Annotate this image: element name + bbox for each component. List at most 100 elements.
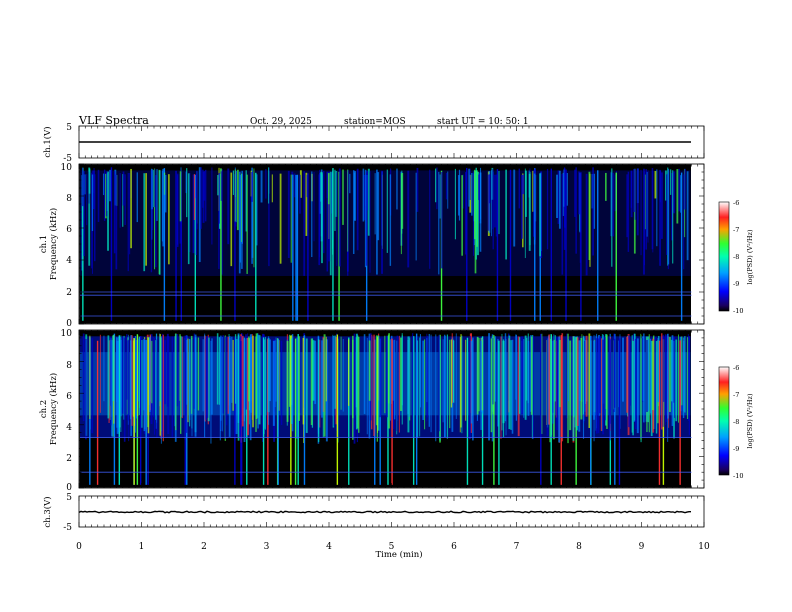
spectrogram-streak <box>660 172 663 239</box>
spectrogram-streak <box>187 338 189 423</box>
spectrogram-streak <box>585 173 588 276</box>
spectrogram-streak <box>490 338 493 433</box>
ch1-voltage-panel: 5 -5 ch.1(V) <box>42 123 705 164</box>
spectrogram-streak <box>680 336 683 406</box>
spectrogram-streak <box>303 171 306 276</box>
spectrogram-streak <box>189 172 191 253</box>
ch2-colorbar-label: log(PSD) (V²/Hz) <box>746 393 754 448</box>
spectrogram-streak <box>530 336 533 415</box>
spectrogram-streak <box>518 337 521 414</box>
spectrogram-streak <box>310 338 313 426</box>
spectrogram-streak <box>358 336 360 433</box>
spectrogram-streak <box>565 169 567 321</box>
spectrogram-streak <box>312 340 315 401</box>
spectrogram-streak <box>145 173 147 266</box>
ch1-colorbar: -6 -7 -8 -9 -10 log(PSD) (V²/Hz) <box>718 199 754 315</box>
spectrogram-streak <box>314 340 317 405</box>
spectrogram-streak <box>189 339 191 421</box>
spectrogram-streak <box>124 174 126 225</box>
spectrogram-streak <box>604 172 607 201</box>
ch2-cb-tick-10: -10 <box>733 472 743 480</box>
spectrogram-streak <box>227 336 230 414</box>
ch2-cb-tick-8: -8 <box>733 418 739 426</box>
x-tick-label-7: 7 <box>514 542 520 552</box>
spectrogram-streak <box>611 168 613 267</box>
spectrogram-streak <box>328 171 331 262</box>
ch2-ytick-4: 4 <box>66 423 72 433</box>
spectrogram-streak <box>634 338 637 430</box>
spectrogram-streak <box>379 337 382 418</box>
spectrogram-streak <box>498 170 500 235</box>
spectrogram-streak <box>180 172 182 321</box>
spectrogram-streak <box>245 170 247 232</box>
spectrogram-streak <box>581 334 583 402</box>
spectrogram-streak <box>81 175 83 271</box>
date-label: Oct. 29, 2025 <box>250 117 312 127</box>
spectrogram-streak <box>556 337 558 420</box>
station-label: station=MOS <box>344 117 406 127</box>
spectrogram-streak <box>667 333 669 419</box>
spectrogram-streak <box>321 340 323 418</box>
spectrogram-streak <box>441 171 443 269</box>
spectrogram-streak <box>307 173 309 321</box>
spectrogram-streak <box>395 340 397 431</box>
spectrogram-streak <box>438 171 440 275</box>
spectrogram-streak <box>99 334 101 413</box>
spectrogram-streak <box>501 333 503 431</box>
spectrogram-streak <box>110 167 113 321</box>
spectrogram-streak <box>257 335 259 429</box>
spectrogram-streak <box>197 337 200 411</box>
spectrogram-streak <box>435 334 437 442</box>
spectrogram-streak <box>333 336 335 427</box>
spectrogram-streak <box>540 172 542 252</box>
spectrogram-streak <box>186 339 188 405</box>
ch2-ytick-0: 0 <box>66 483 72 493</box>
spectrogram-streak <box>459 337 461 433</box>
spectrogram-streak <box>292 174 294 321</box>
spectrogram-streak <box>614 333 616 485</box>
spectrogram-streak <box>153 169 154 208</box>
spectrogram-streak <box>241 170 243 244</box>
spectrogram-streak <box>200 167 202 229</box>
spectrogram-streak <box>646 340 648 413</box>
spectrogram-streak <box>357 170 359 221</box>
spectrogram-streak <box>419 334 422 408</box>
ch1-spectrogram-image <box>79 164 692 324</box>
spectrogram-streak <box>107 171 109 251</box>
spectrogram-streak <box>529 171 531 246</box>
x-tick-label-0: 0 <box>76 542 82 552</box>
spectrogram-streak <box>377 172 380 241</box>
spectrogram-streak <box>389 174 392 266</box>
spectrogram-streak <box>156 339 158 438</box>
spectrogram-streak <box>218 337 221 405</box>
x-axis-label: Time (min) <box>375 549 422 560</box>
ch1-voltage-label: ch.1(V) <box>42 126 53 157</box>
spectrogram-streak <box>523 338 525 418</box>
spectrogram-streak <box>400 337 402 412</box>
spectrogram-streak <box>442 339 444 423</box>
spectrogram-streak <box>530 335 532 412</box>
spectrogram-streak <box>412 336 415 485</box>
x-tick-label-10: 10 <box>698 542 710 552</box>
spectrogram-streak <box>91 338 94 434</box>
spectrogram-streak <box>686 171 689 261</box>
spectrogram-streak <box>436 167 438 210</box>
spectrogram-streak <box>557 170 560 224</box>
spectrogram-streak <box>597 338 600 434</box>
x-tick-label-8: 8 <box>576 542 582 552</box>
spectrogram-streak <box>487 174 490 231</box>
spectrogram-streak <box>232 170 235 195</box>
spectrogram-streak <box>561 333 564 442</box>
spectrogram-streak <box>569 340 572 431</box>
spectrogram-streak <box>618 338 621 485</box>
spectrogram-streak <box>364 169 367 268</box>
ch1-cb-tick-9: -9 <box>733 280 739 288</box>
spectrogram-streak <box>670 169 672 195</box>
spectrogram-streak <box>299 174 301 214</box>
spectrogram-streak <box>521 174 523 239</box>
spectrogram-streak <box>636 168 639 236</box>
ch2-frequency-label: Frequency (kHz) <box>48 373 59 445</box>
spectrogram-streak <box>505 339 507 436</box>
ch2-cb-tick-7: -7 <box>733 391 739 399</box>
spectrogram-streak <box>575 337 577 485</box>
